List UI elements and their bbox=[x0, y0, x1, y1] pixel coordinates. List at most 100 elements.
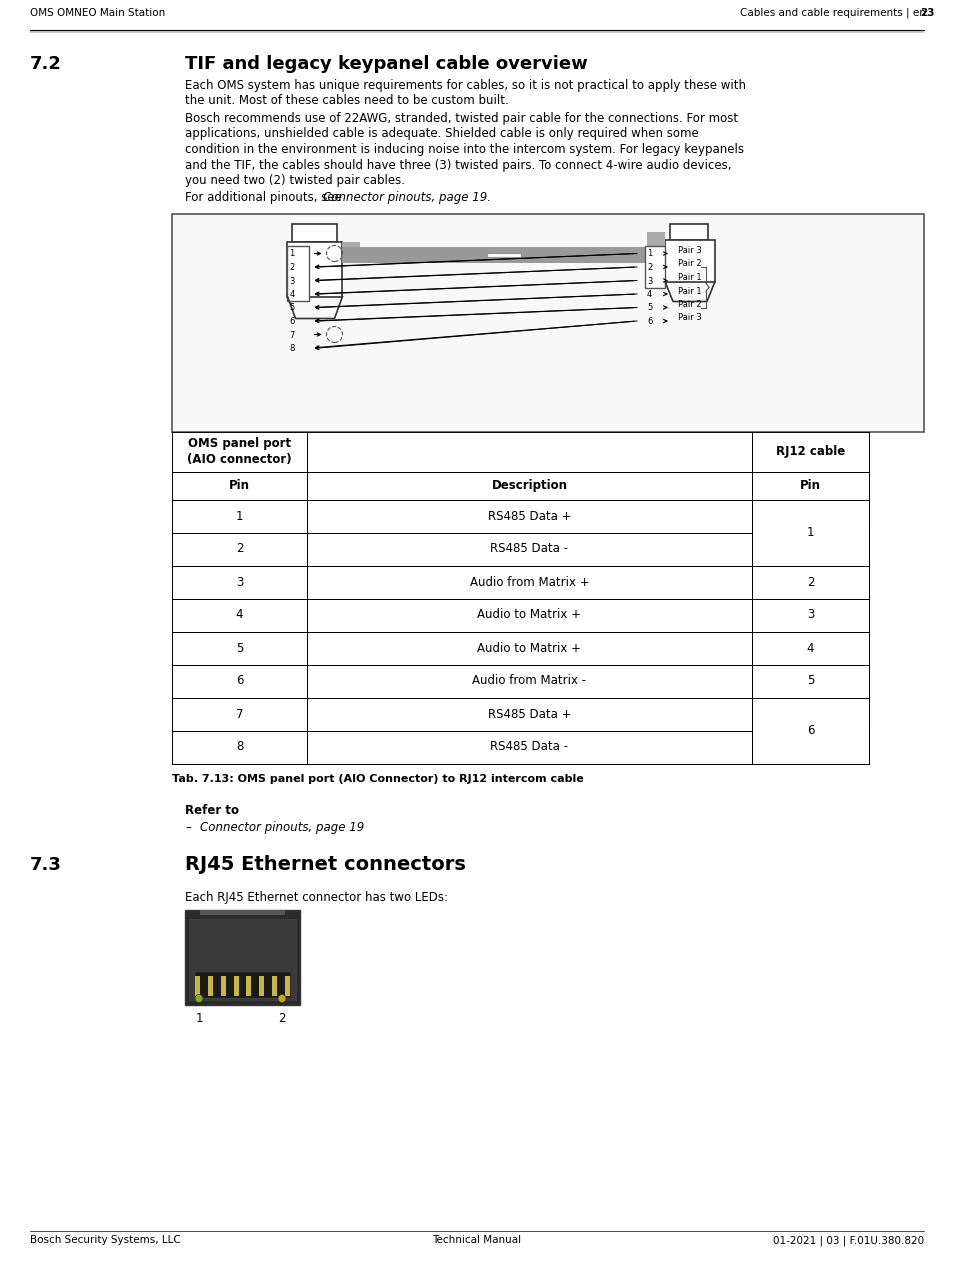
Text: 8: 8 bbox=[289, 344, 294, 353]
Text: and the TIF, the cables should have three (3) twisted pairs. To connect 4-wire a: and the TIF, the cables should have thre… bbox=[185, 159, 731, 172]
Text: 23: 23 bbox=[919, 8, 934, 18]
Bar bbox=[307, 665, 751, 698]
Text: Each OMS system has unique requirements for cables, so it is not practical to ap: Each OMS system has unique requirements … bbox=[185, 79, 745, 92]
Bar bbox=[751, 432, 868, 471]
Text: RS485 Data -: RS485 Data - bbox=[490, 542, 568, 555]
Text: Pair 1: Pair 1 bbox=[678, 272, 700, 283]
Bar bbox=[751, 665, 868, 698]
Bar bbox=[233, 975, 238, 995]
Bar bbox=[259, 975, 264, 995]
Text: Tab. 7.13: OMS panel port (AIO Connector) to RJ12 intercom cable: Tab. 7.13: OMS panel port (AIO Connector… bbox=[172, 774, 583, 783]
Text: For additional pinouts, see: For additional pinouts, see bbox=[185, 191, 345, 205]
Bar bbox=[293, 224, 337, 242]
Bar bbox=[751, 631, 868, 665]
Text: Pair 3: Pair 3 bbox=[678, 246, 701, 255]
Bar bbox=[342, 247, 664, 262]
Text: Audio from Matrix +: Audio from Matrix + bbox=[469, 575, 589, 588]
Text: 3: 3 bbox=[289, 276, 294, 285]
Text: 4: 4 bbox=[235, 608, 243, 621]
Text: Bosch Security Systems, LLC: Bosch Security Systems, LLC bbox=[30, 1235, 180, 1245]
Text: 3: 3 bbox=[806, 608, 813, 621]
Bar bbox=[246, 975, 252, 995]
Text: 7: 7 bbox=[289, 331, 294, 340]
Bar bbox=[664, 239, 714, 281]
Circle shape bbox=[277, 994, 286, 1003]
Bar bbox=[172, 214, 923, 432]
Bar bbox=[307, 471, 751, 499]
Bar bbox=[307, 731, 751, 764]
Text: 4: 4 bbox=[289, 290, 294, 299]
Text: Bosch recommends use of 22AWG, stranded, twisted pair cable for the connections.: Bosch recommends use of 22AWG, stranded,… bbox=[185, 112, 738, 125]
Bar bbox=[287, 242, 342, 297]
Text: 1: 1 bbox=[806, 526, 814, 538]
Text: 5: 5 bbox=[235, 642, 243, 654]
Bar bbox=[751, 598, 868, 631]
Text: RJ12 cable: RJ12 cable bbox=[775, 446, 844, 458]
Bar bbox=[172, 731, 307, 764]
Bar bbox=[751, 471, 868, 499]
Text: Audio to Matrix +: Audio to Matrix + bbox=[477, 642, 581, 654]
Bar bbox=[189, 919, 295, 999]
Bar bbox=[172, 631, 307, 665]
Bar bbox=[307, 565, 751, 598]
Bar bbox=[644, 246, 664, 288]
Text: Pair 2: Pair 2 bbox=[678, 260, 700, 269]
Text: 1: 1 bbox=[646, 250, 652, 258]
Text: OMS panel port: OMS panel port bbox=[188, 437, 291, 449]
Bar bbox=[194, 971, 290, 997]
Bar bbox=[172, 565, 307, 598]
Text: 5: 5 bbox=[289, 303, 294, 312]
Text: RS485 Data +: RS485 Data + bbox=[487, 509, 571, 522]
Text: RJ45 Ethernet connectors: RJ45 Ethernet connectors bbox=[185, 855, 465, 875]
Bar bbox=[172, 471, 307, 499]
Text: 6: 6 bbox=[806, 724, 814, 737]
Bar bbox=[172, 499, 307, 532]
Text: RS485 Data -: RS485 Data - bbox=[490, 741, 568, 754]
Text: Cables and cable requirements | en: Cables and cable requirements | en bbox=[740, 8, 925, 18]
Bar bbox=[307, 631, 751, 665]
Text: 2: 2 bbox=[646, 264, 652, 272]
Text: 3: 3 bbox=[235, 575, 243, 588]
Text: Pin: Pin bbox=[229, 479, 250, 491]
Bar bbox=[307, 499, 751, 532]
Text: 3: 3 bbox=[646, 276, 652, 285]
Text: (AIO connector): (AIO connector) bbox=[187, 453, 292, 466]
Text: 4: 4 bbox=[646, 290, 652, 299]
Text: condition in the environment is inducing noise into the intercom system. For leg: condition in the environment is inducing… bbox=[185, 143, 743, 157]
Text: Refer to: Refer to bbox=[185, 803, 239, 816]
Bar bbox=[172, 432, 307, 471]
Text: 1: 1 bbox=[289, 250, 294, 258]
Text: Connector pinouts, page 19.: Connector pinouts, page 19. bbox=[323, 191, 491, 205]
Bar bbox=[172, 598, 307, 631]
Bar bbox=[172, 665, 307, 698]
Text: 7.2: 7.2 bbox=[30, 55, 62, 73]
Text: 6: 6 bbox=[235, 675, 243, 687]
Bar bbox=[272, 975, 277, 995]
Text: 2: 2 bbox=[806, 575, 814, 588]
Text: Audio to Matrix +: Audio to Matrix + bbox=[477, 608, 581, 621]
Text: 6: 6 bbox=[646, 317, 652, 326]
Text: applications, unshielded cable is adequate. Shielded cable is only required when: applications, unshielded cable is adequa… bbox=[185, 127, 698, 140]
Text: 2: 2 bbox=[278, 1012, 286, 1026]
Bar bbox=[307, 432, 751, 471]
Bar bbox=[751, 698, 868, 764]
Bar bbox=[669, 224, 707, 239]
Bar bbox=[751, 565, 868, 598]
Text: OMS OMNEO Main Station: OMS OMNEO Main Station bbox=[30, 8, 165, 18]
Bar bbox=[220, 975, 226, 995]
Bar bbox=[208, 975, 213, 995]
Text: Pair 2: Pair 2 bbox=[678, 300, 700, 309]
Bar bbox=[185, 909, 299, 1004]
Text: Connector pinouts, page 19: Connector pinouts, page 19 bbox=[200, 821, 364, 835]
Bar bbox=[307, 598, 751, 631]
Bar bbox=[200, 909, 285, 914]
Text: 01-2021 | 03 | F.01U.380.820: 01-2021 | 03 | F.01U.380.820 bbox=[772, 1235, 923, 1245]
Text: Pair 3: Pair 3 bbox=[678, 313, 701, 322]
Bar bbox=[360, 247, 646, 262]
Text: 5: 5 bbox=[646, 303, 652, 312]
Bar bbox=[285, 975, 290, 995]
Text: Pair 1: Pair 1 bbox=[678, 286, 700, 295]
Text: the unit. Most of these cables need to be custom built.: the unit. Most of these cables need to b… bbox=[185, 94, 508, 107]
Bar bbox=[646, 232, 664, 250]
Text: 6: 6 bbox=[289, 317, 294, 326]
